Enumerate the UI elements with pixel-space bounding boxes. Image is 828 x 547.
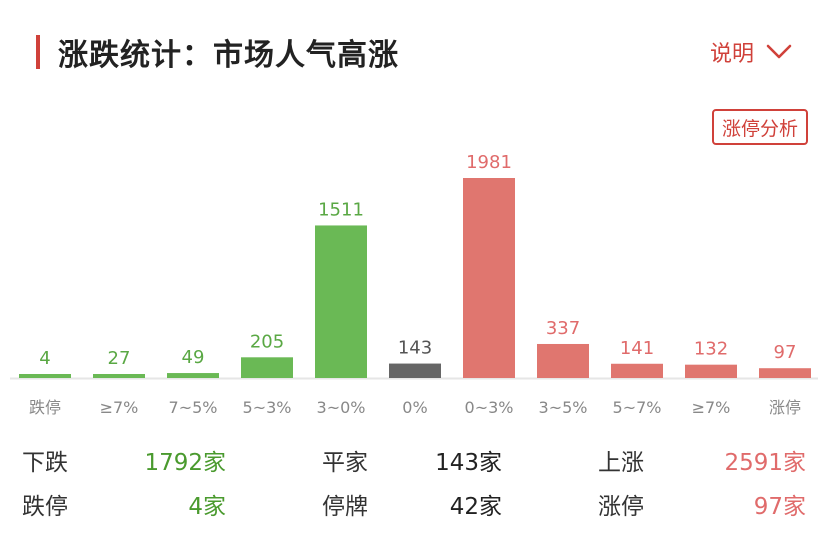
explain-label: 说明 — [709, 42, 754, 67]
bar-6 — [463, 178, 515, 378]
chevron-down-icon — [766, 44, 792, 59]
category-label-6: 0~3% — [465, 398, 514, 417]
bar-1 — [93, 374, 145, 378]
section-header: 涨跌统计：市场人气高涨 — [36, 34, 399, 73]
category-label-4: 3~0% — [317, 398, 366, 417]
category-label-7: 3~5% — [539, 398, 588, 417]
data-label-1: 27 — [108, 348, 131, 369]
bar-5 — [389, 363, 441, 378]
up-label: 上涨 — [598, 450, 644, 476]
bar-10 — [759, 368, 811, 378]
limit-up-analysis-button[interactable]: 涨停分析 — [712, 109, 808, 145]
limit-up-value: 97家 — [753, 494, 806, 520]
bar-2 — [167, 373, 219, 378]
data-label-8: 141 — [620, 338, 654, 359]
title-accent-bar — [36, 35, 40, 69]
summary-row-1: 下跌 1792家 平家 143家 上涨 2591家 — [22, 443, 806, 483]
category-label-2: 7~5% — [169, 398, 218, 417]
data-label-2: 49 — [182, 347, 205, 368]
explain-toggle[interactable]: 说明 — [710, 36, 792, 68]
category-label-1: ≥7% — [100, 398, 139, 417]
data-label-6: 1981 — [466, 152, 512, 173]
page-title: 涨跌统计：市场人气高涨 — [58, 38, 399, 73]
bar-7 — [537, 343, 589, 378]
data-label-0: 4 — [39, 348, 50, 369]
category-label-0: 跌停 — [29, 398, 61, 417]
up-value: 2591家 — [724, 450, 806, 476]
category-label-3: 5~3% — [243, 398, 292, 417]
suspended-label: 停牌 — [322, 494, 368, 520]
data-label-7: 337 — [546, 318, 580, 339]
flat-value: 143家 — [435, 450, 502, 476]
down-value: 1792家 — [144, 450, 226, 476]
data-label-10: 97 — [774, 342, 797, 363]
category-label-8: 5~7% — [613, 398, 662, 417]
bar-8 — [611, 363, 663, 378]
limit-down-value: 4家 — [188, 494, 226, 520]
data-label-3: 205 — [250, 331, 284, 352]
data-label-4: 1511 — [318, 199, 364, 220]
bar-0 — [19, 374, 71, 378]
limit-down-label: 跌停 — [22, 494, 68, 520]
down-label: 下跌 — [22, 450, 68, 476]
bar-3 — [241, 357, 293, 378]
bar-4 — [315, 225, 367, 378]
data-label-5: 143 — [398, 338, 432, 359]
summary-row-2: 跌停 4家 停牌 42家 涨停 97家 — [22, 487, 806, 527]
category-label-5: 0% — [402, 398, 427, 417]
category-label-10: 涨停 — [769, 398, 801, 417]
flat-label: 平家 — [322, 450, 368, 476]
distribution-bar-chart: 4 跌停 27 ≥7% 49 7~5% 205 5~3% 1511 3~0% 143 0% 1981 0~… — [10, 152, 818, 417]
suspended-value: 42家 — [449, 494, 502, 520]
data-label-9: 132 — [694, 339, 728, 360]
bar-9 — [685, 364, 737, 378]
category-label-9: ≥7% — [692, 398, 731, 417]
limit-up-label: 涨停 — [598, 494, 644, 520]
